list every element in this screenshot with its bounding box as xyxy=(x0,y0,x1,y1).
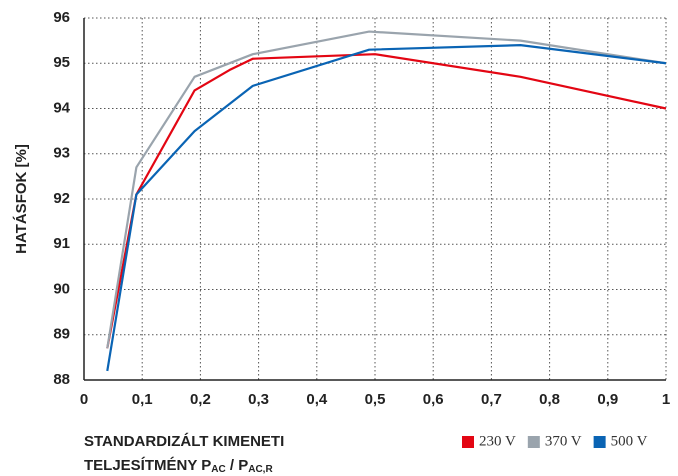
x-axis-label-sub: AC,R xyxy=(248,464,273,475)
legend-swatch xyxy=(462,436,474,448)
x-tick-label: 0,6 xyxy=(423,391,444,408)
x-tick-label: 0,3 xyxy=(248,391,269,408)
x-tick-label: 0,2 xyxy=(190,391,211,408)
y-tick-label: 89 xyxy=(53,326,70,343)
legend-label: 370 V xyxy=(545,433,582,449)
x-tick-label: 0,1 xyxy=(132,391,153,408)
series-line xyxy=(106,44,667,372)
x-tick-label: 0,8 xyxy=(539,391,560,408)
y-tick-label: 92 xyxy=(53,190,70,207)
legend-label: 230 V xyxy=(479,433,516,449)
x-axis-label-part: TELJESÍTMÉNY P xyxy=(84,457,211,474)
y-axis-label: HATÁSFOK [%] xyxy=(13,144,30,254)
y-tick-label: 96 xyxy=(53,9,70,26)
y-tick-label: 91 xyxy=(53,235,70,252)
legend-swatch xyxy=(593,436,606,448)
x-axis-label: TELJESÍTMÉNY PAC / PAC,R xyxy=(84,457,273,475)
x-tick-label: 0,7 xyxy=(481,391,502,408)
x-tick-label: 0,9 xyxy=(597,391,618,408)
series-line xyxy=(106,30,667,349)
y-tick-label: 95 xyxy=(53,54,70,71)
y-tick-label: 88 xyxy=(53,371,70,388)
y-tick-label: 90 xyxy=(53,280,70,297)
legend-swatch xyxy=(527,436,540,448)
y-tick-label: 94 xyxy=(53,99,70,116)
legend-label: 500 V xyxy=(611,433,648,449)
x-axis-label-sub: AC xyxy=(211,464,225,475)
y-tick-label: 93 xyxy=(53,145,70,162)
x-axis-label: STANDARDIZÁLT KIMENETI xyxy=(84,433,284,450)
series-line xyxy=(106,53,667,349)
x-tick-label: 0,5 xyxy=(365,391,386,408)
x-axis-label-part: / P xyxy=(226,457,249,474)
x-tick-label: 1 xyxy=(662,391,670,408)
x-tick-label: 0,4 xyxy=(306,391,328,408)
x-tick-label: 0 xyxy=(80,391,88,408)
